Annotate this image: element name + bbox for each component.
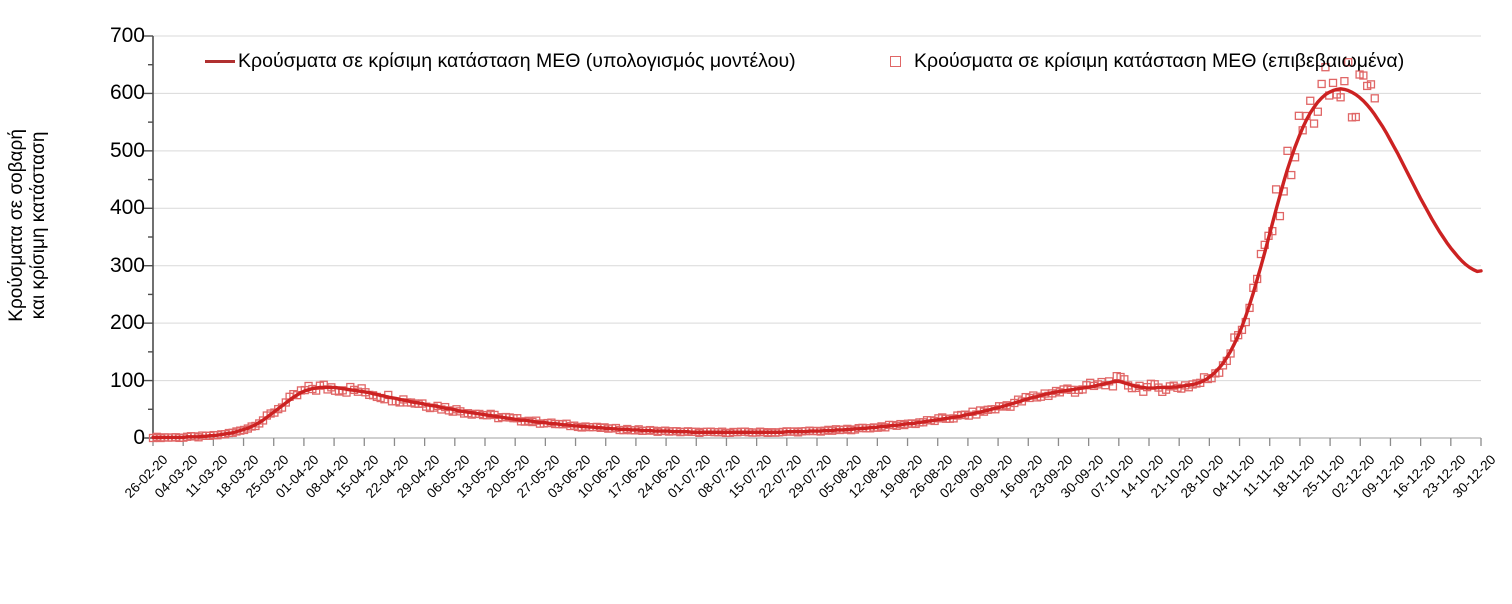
data-point-marker: [1359, 71, 1368, 80]
plot-area: [144, 35, 1483, 446]
y-axis-tick-label: 700: [109, 24, 145, 47]
y-axis-tick-label: 0: [133, 426, 145, 449]
legend-label: Κρούσματα σε κρίσιμη κατάσταση ΜΕΘ (υπολ…: [238, 50, 796, 72]
data-point-marker: [1366, 80, 1376, 89]
legend-line-swatch: [205, 59, 235, 64]
data-point-marker: [1275, 211, 1285, 221]
data-point-marker: [1283, 146, 1292, 156]
legend-item[interactable]: Κρούσματα σε κρίσιμη κατάσταση ΜΕΘ (υπολ…: [205, 50, 796, 73]
data-point-marker: [1317, 79, 1326, 89]
data-point-marker: [1294, 111, 1304, 120]
icu-cases-chart: Κρούσματα σε σοβαρή και κρίσιμη κατάστασ…: [6, 0, 1499, 525]
data-point-marker: [1340, 76, 1349, 86]
y-axis-tick-label: 100: [109, 368, 145, 392]
data-point-marker: [1370, 94, 1379, 103]
data-point-marker: [1271, 185, 1281, 194]
y-axis-tick-label: 400: [109, 196, 145, 220]
legend-label: Κρούσματα σε κρίσιμη κατάσταση ΜΕΘ (επιβ…: [914, 50, 1405, 72]
y-axis-tick-label: 200: [109, 311, 145, 335]
data-point-marker: [1336, 93, 1345, 102]
data-point-marker: [1287, 170, 1296, 180]
legend-square-marker-icon: [890, 56, 901, 67]
model-line: [151, 87, 1483, 440]
data-point-marker: [1313, 107, 1322, 116]
data-point-marker: [1309, 119, 1319, 128]
data-point-marker: [1328, 78, 1338, 88]
y-axis-tick-label: 300: [109, 253, 145, 277]
y-axis-tick-label: 600: [109, 81, 145, 105]
legend-item[interactable]: Κρούσματα σε κρίσιμη κατάσταση ΜΕΘ (επιβ…: [880, 50, 1404, 73]
y-axis-tick-labels: 0 100 200 300 400 500 600 700: [90, 0, 145, 525]
y-axis-tick-label: 500: [109, 138, 145, 162]
data-point-marker: [1344, 58, 1353, 67]
data-point-marker: [1321, 63, 1330, 72]
data-point-marker: [1351, 112, 1360, 122]
data-point-marker: [1306, 96, 1315, 105]
